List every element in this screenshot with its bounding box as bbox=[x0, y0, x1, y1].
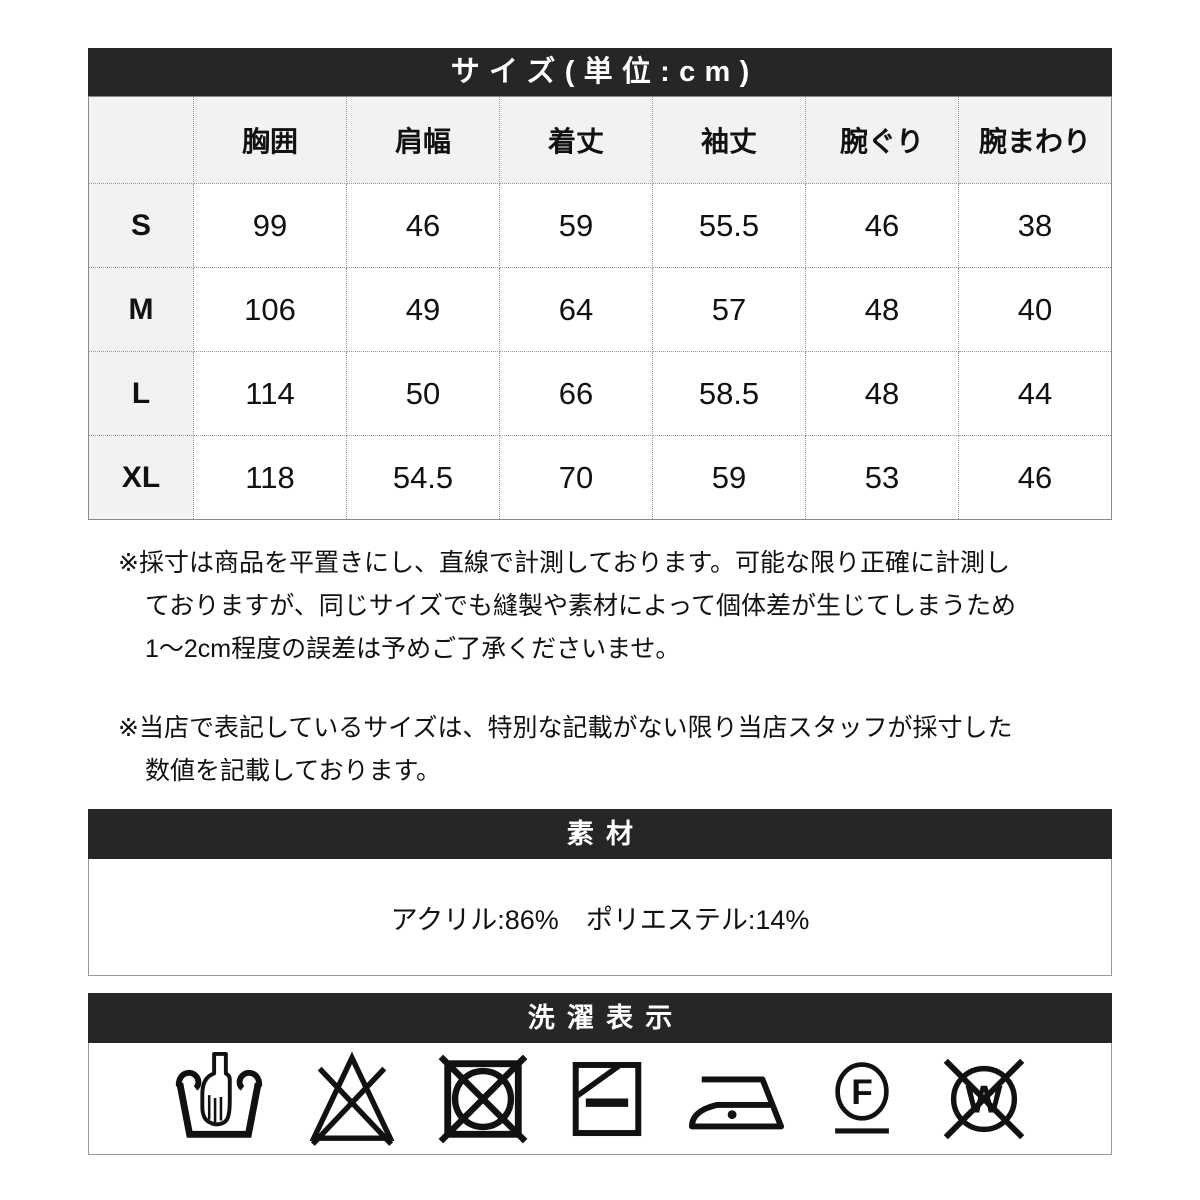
note-line: ※採寸は商品を平置きにし、直線で計測しております。可能な限り正確に計測し bbox=[118, 549, 1010, 577]
column-header-arm-width: 腕まわり bbox=[958, 96, 1112, 184]
column-header-armhole: 腕ぐり bbox=[805, 96, 959, 184]
size-value: 99 bbox=[193, 183, 347, 268]
size-value: 58.5 bbox=[652, 351, 806, 436]
dry-clean-petroleum-gentle-icon: F bbox=[835, 1061, 889, 1133]
size-value: 46 bbox=[805, 183, 959, 268]
dry-clean-letter: F bbox=[851, 1073, 873, 1112]
note-line: 1〜2cm程度の誤差は予めご了承くださいませ。 bbox=[145, 635, 681, 663]
table-row-l: L 114 50 66 58.5 48 44 bbox=[88, 351, 1112, 436]
do-not-bleach-icon bbox=[309, 1051, 395, 1146]
note-measurement-accuracy: ※採寸は商品を平置きにし、直線で計測しております。可能な限り正確に計測し ており… bbox=[118, 542, 1112, 671]
table-corner-cell bbox=[88, 96, 194, 184]
size-chart-page: サイズ(単位:cm) 胸囲 肩幅 着丈 袖丈 腕ぐり 腕まわり S 99 46 … bbox=[88, 0, 1112, 1155]
note-line: 数値を記載しております。 bbox=[145, 757, 442, 785]
size-value: 54.5 bbox=[346, 435, 500, 520]
column-header-shoulder: 肩幅 bbox=[346, 96, 500, 184]
care-icons-row: F W bbox=[88, 1043, 1112, 1155]
size-value: 38 bbox=[958, 183, 1112, 268]
note-line: ておりますが、同じサイズでも縫製や素材によって個体差が生じてしまうため bbox=[145, 592, 1017, 620]
size-value: 55.5 bbox=[652, 183, 806, 268]
material-composition: アクリル:86% ポリエステル:14% bbox=[390, 904, 810, 935]
size-value: 49 bbox=[346, 267, 500, 352]
size-label: XL bbox=[88, 435, 194, 520]
size-table: 胸囲 肩幅 着丈 袖丈 腕ぐり 腕まわり S 99 46 59 55.5 46 … bbox=[88, 96, 1112, 520]
size-value: 40 bbox=[958, 267, 1112, 352]
size-value: 114 bbox=[193, 351, 347, 436]
do-not-tumble-dry-icon bbox=[438, 1054, 527, 1143]
care-section-title: 洗濯表示 bbox=[88, 993, 1112, 1043]
size-value: 53 bbox=[805, 435, 959, 520]
size-value: 70 bbox=[499, 435, 653, 520]
iron-low-heat-icon bbox=[688, 1075, 784, 1129]
size-value: 59 bbox=[652, 435, 806, 520]
table-row-xl: XL 118 54.5 70 59 53 46 bbox=[88, 435, 1112, 520]
size-value: 64 bbox=[499, 267, 653, 352]
size-value: 48 bbox=[805, 267, 959, 352]
size-value: 48 bbox=[805, 351, 959, 436]
size-value: 57 bbox=[652, 267, 806, 352]
column-header-sleeve: 袖丈 bbox=[652, 96, 806, 184]
table-row-s: S 99 46 59 55.5 46 38 bbox=[88, 183, 1112, 268]
size-value: 46 bbox=[958, 435, 1112, 520]
hand-wash-icon bbox=[175, 1051, 262, 1138]
dry-flat-in-shade-icon bbox=[572, 1061, 642, 1136]
table-row-m: M 106 49 64 57 48 40 bbox=[88, 267, 1112, 352]
size-label: L bbox=[88, 351, 194, 436]
size-label: S bbox=[88, 183, 194, 268]
column-header-chest: 胸囲 bbox=[193, 96, 347, 184]
size-value: 59 bbox=[499, 183, 653, 268]
note-line: ※当店で表記しているサイズは、特別な記載がない限り当店スタッフが採寸した bbox=[118, 714, 1013, 742]
do-not-wet-clean-icon: W bbox=[943, 1058, 1024, 1139]
column-header-length: 着丈 bbox=[499, 96, 653, 184]
size-value: 106 bbox=[193, 267, 347, 352]
size-value: 46 bbox=[346, 183, 500, 268]
material-content-box: アクリル:86% ポリエステル:14% bbox=[88, 859, 1112, 976]
size-label: M bbox=[88, 267, 194, 352]
material-section-title: 素材 bbox=[88, 809, 1112, 859]
measurement-notes: ※採寸は商品を平置きにし、直線で計測しております。可能な限り正確に計測し ており… bbox=[88, 542, 1112, 793]
size-value: 44 bbox=[958, 351, 1112, 436]
table-header-row: 胸囲 肩幅 着丈 袖丈 腕ぐり 腕まわり bbox=[88, 96, 1112, 184]
size-value: 66 bbox=[499, 351, 653, 436]
note-staff-measured: ※当店で表記しているサイズは、特別な記載がない限り当店スタッフが採寸した 数値を… bbox=[118, 707, 1112, 793]
size-value: 118 bbox=[193, 435, 347, 520]
size-value: 50 bbox=[346, 351, 500, 436]
size-section-title: サイズ(単位:cm) bbox=[88, 48, 1112, 96]
